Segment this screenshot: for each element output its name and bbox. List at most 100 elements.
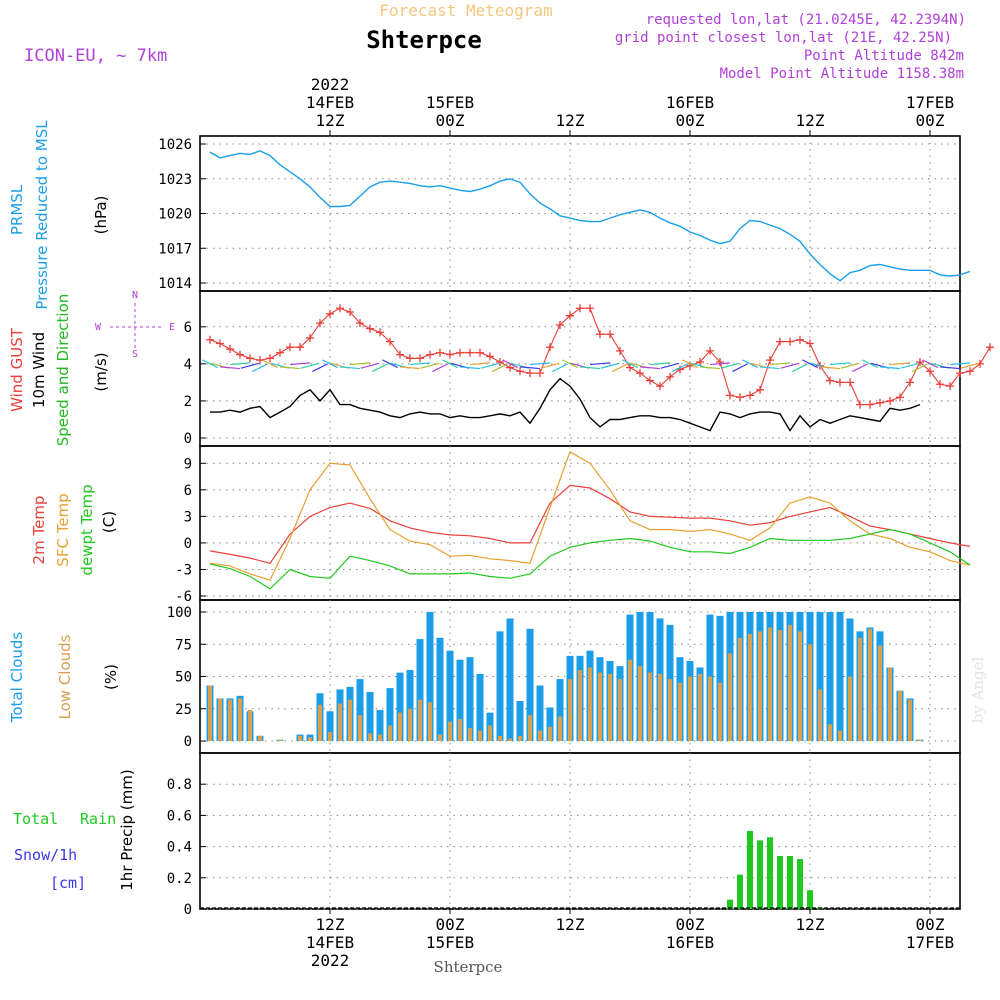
gust-marker — [386, 337, 394, 346]
wind-unit: (m/s) — [92, 352, 110, 391]
prmsl-line — [209, 150, 971, 282]
wind-panel — [199, 290, 961, 447]
low-cloud-bar — [668, 679, 672, 741]
wind-direction-arrow — [622, 359, 638, 369]
time-tick-label: 12Z — [796, 915, 825, 934]
y-tick-label: 50 — [175, 670, 192, 686]
wind-direction-arrow — [940, 366, 960, 370]
t2m-line — [209, 484, 971, 564]
low-cloud-bar — [428, 702, 432, 741]
y-tick-label: 25 — [175, 702, 192, 718]
panel-frames — [199, 135, 961, 910]
wind-direction-arrow — [432, 363, 448, 373]
precip-bar — [737, 874, 743, 909]
time-tick-label: 12Z — [316, 915, 345, 934]
y-tick-label: 0.6 — [167, 808, 192, 824]
wind-direction-arrow — [720, 362, 740, 369]
wind-direction-arrow — [360, 362, 380, 369]
y-tick-label: 4 — [184, 357, 192, 373]
precip-bar — [747, 831, 753, 909]
y-tick-label: 6 — [184, 483, 192, 499]
compass-rose: N S W E — [95, 290, 175, 360]
gust-marker — [606, 330, 614, 339]
wind-direction-arrow — [650, 362, 670, 366]
low-cloud-bar — [908, 699, 912, 741]
wind-direction-arrow — [240, 362, 260, 369]
time-tick-label: 12Z — [316, 111, 345, 130]
wind-direction-arrow — [492, 363, 508, 373]
gust-marker — [446, 350, 454, 359]
wind-direction-arrow — [682, 359, 698, 369]
precip-bar — [757, 840, 763, 909]
low-cloud-bar — [468, 728, 472, 741]
time-tick-label: 17FEB — [906, 933, 954, 952]
wind-direction-arrow — [600, 362, 620, 369]
gust-marker — [346, 307, 354, 316]
wind-direction-arrow — [742, 359, 758, 369]
gust-line — [209, 307, 991, 406]
gust-marker — [716, 358, 724, 367]
gust-marker — [466, 348, 474, 357]
temp-labels: 2m Temp SFC Temp dewpt Temp (C) — [30, 484, 118, 575]
low-cloud-bar — [218, 698, 222, 741]
low-cloud-bar — [708, 676, 712, 741]
wind-direction-arrow — [252, 363, 268, 373]
y-tick-label: 0 — [184, 536, 192, 552]
total-cloud-bar — [496, 631, 504, 741]
time-tick-label: 00Z — [676, 915, 705, 934]
wind-direction-arrow — [700, 366, 720, 370]
low-cloud-bar — [408, 708, 412, 741]
gust-marker — [966, 367, 974, 376]
total-cloud-bar — [506, 618, 514, 741]
gust-marker — [286, 343, 294, 352]
grid-point-coords: grid point closest lon,lat (21E, 42.25N) — [615, 30, 952, 46]
low-cloud-bar — [298, 735, 302, 741]
wind-direction-arrow — [672, 363, 688, 373]
low-cloud-bar — [208, 685, 212, 741]
wind-direction-arrow — [230, 362, 250, 366]
wind-direction-arrow — [802, 359, 818, 369]
gust-marker — [876, 398, 884, 407]
low-cloud-bar — [278, 739, 282, 741]
gust-marker — [656, 382, 664, 391]
wind-direction-arrow — [840, 362, 860, 369]
total-cloud-bar — [526, 628, 534, 741]
gust-marker — [936, 380, 944, 389]
low-cloud-bar — [498, 735, 502, 741]
gust-marker — [576, 304, 584, 313]
time-tick-label: 17FEB — [906, 93, 954, 112]
gust-marker — [946, 382, 954, 391]
gust-marker — [226, 345, 234, 354]
time-tick-label: 15FEB — [426, 933, 474, 952]
precip-axis-label: 1hr Precip (mm) — [118, 769, 136, 890]
y-tick-label: 1026 — [158, 137, 192, 153]
total-cloud-bar — [826, 612, 834, 741]
gust-marker — [886, 396, 894, 405]
gust-marker — [336, 304, 344, 313]
low-cloud-bar — [328, 731, 332, 741]
watermark: by Angel — [969, 656, 987, 723]
low-cloud-bar — [628, 659, 632, 741]
gust-marker — [436, 348, 444, 357]
precip-bar — [777, 855, 783, 909]
compass-south: S — [132, 349, 138, 360]
gust-marker — [416, 354, 424, 363]
low-cloud-bar — [618, 679, 622, 741]
gust-marker — [276, 348, 284, 357]
precip-bar — [787, 855, 793, 909]
total-cloud-bar — [456, 659, 464, 741]
gust-marker — [246, 354, 254, 363]
low-cloud-bar — [818, 689, 822, 741]
low-cloud-bar — [258, 735, 262, 741]
gust-marker — [776, 337, 784, 346]
y-tick-label: 1014 — [158, 276, 192, 292]
low-cloud-bar — [748, 633, 752, 741]
wind-direction-arrow — [382, 359, 398, 369]
gust-marker — [326, 309, 334, 318]
low-cloud-bar — [598, 672, 602, 741]
wind-direction-arrow — [502, 359, 518, 369]
wind-direction-arrow — [322, 359, 338, 369]
total-cloud-bar — [396, 672, 404, 741]
y-tick-label: -6 — [175, 589, 192, 605]
prmsl-label: PRMSL — [8, 184, 26, 235]
